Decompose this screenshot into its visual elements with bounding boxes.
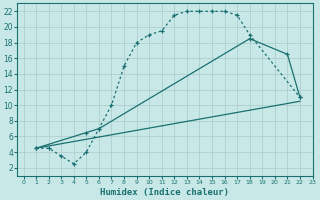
X-axis label: Humidex (Indice chaleur): Humidex (Indice chaleur) [100, 188, 229, 197]
